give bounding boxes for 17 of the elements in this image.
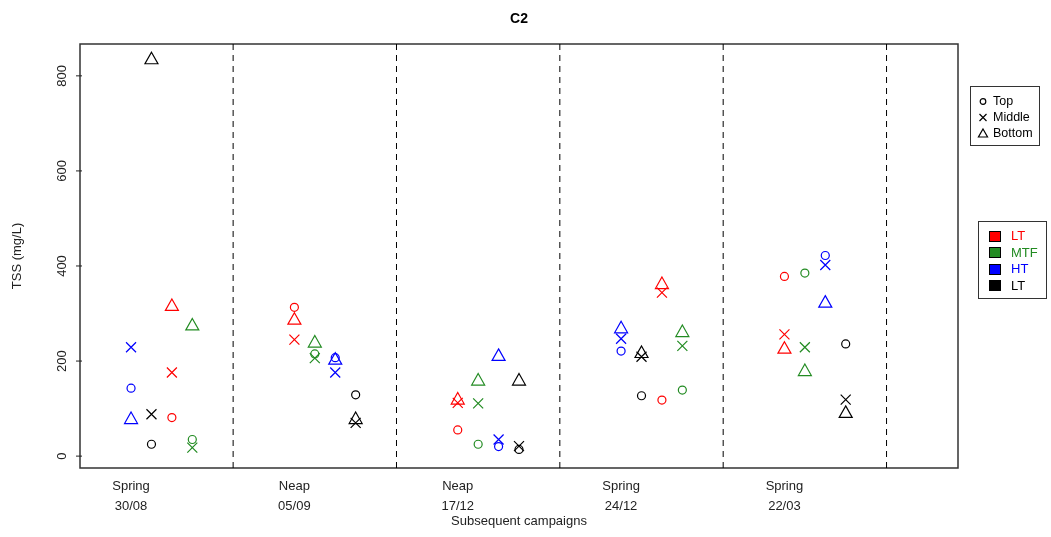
y-tick-label: 0 <box>54 452 69 460</box>
chart-title: C2 <box>509 10 529 26</box>
legend-label: Top <box>993 93 1014 109</box>
y-tick-label: 800 <box>54 65 69 87</box>
x-tick-label: Neap 17/12 <box>441 478 475 513</box>
y-axis-title: TSS (mg/L) <box>8 222 24 290</box>
x-axis-title: Subsequent campaigns <box>450 513 588 528</box>
legend-label: Bottom <box>993 125 1033 141</box>
x-tick-label: Neap 05/09 <box>278 478 311 513</box>
x-tick-label: Spring 24/12 <box>602 478 640 513</box>
y-tick-label: 400 <box>54 255 69 277</box>
x-tick-label: Spring 30/08 <box>112 478 150 513</box>
x-tick-label: Spring 22/03 <box>765 478 804 513</box>
colour-key: LT MTF HT LT <box>978 221 1047 299</box>
y-tick-label: 200 <box>54 350 69 372</box>
y-tick-label: 600 <box>54 160 69 182</box>
legend-label: Middle <box>993 109 1030 125</box>
